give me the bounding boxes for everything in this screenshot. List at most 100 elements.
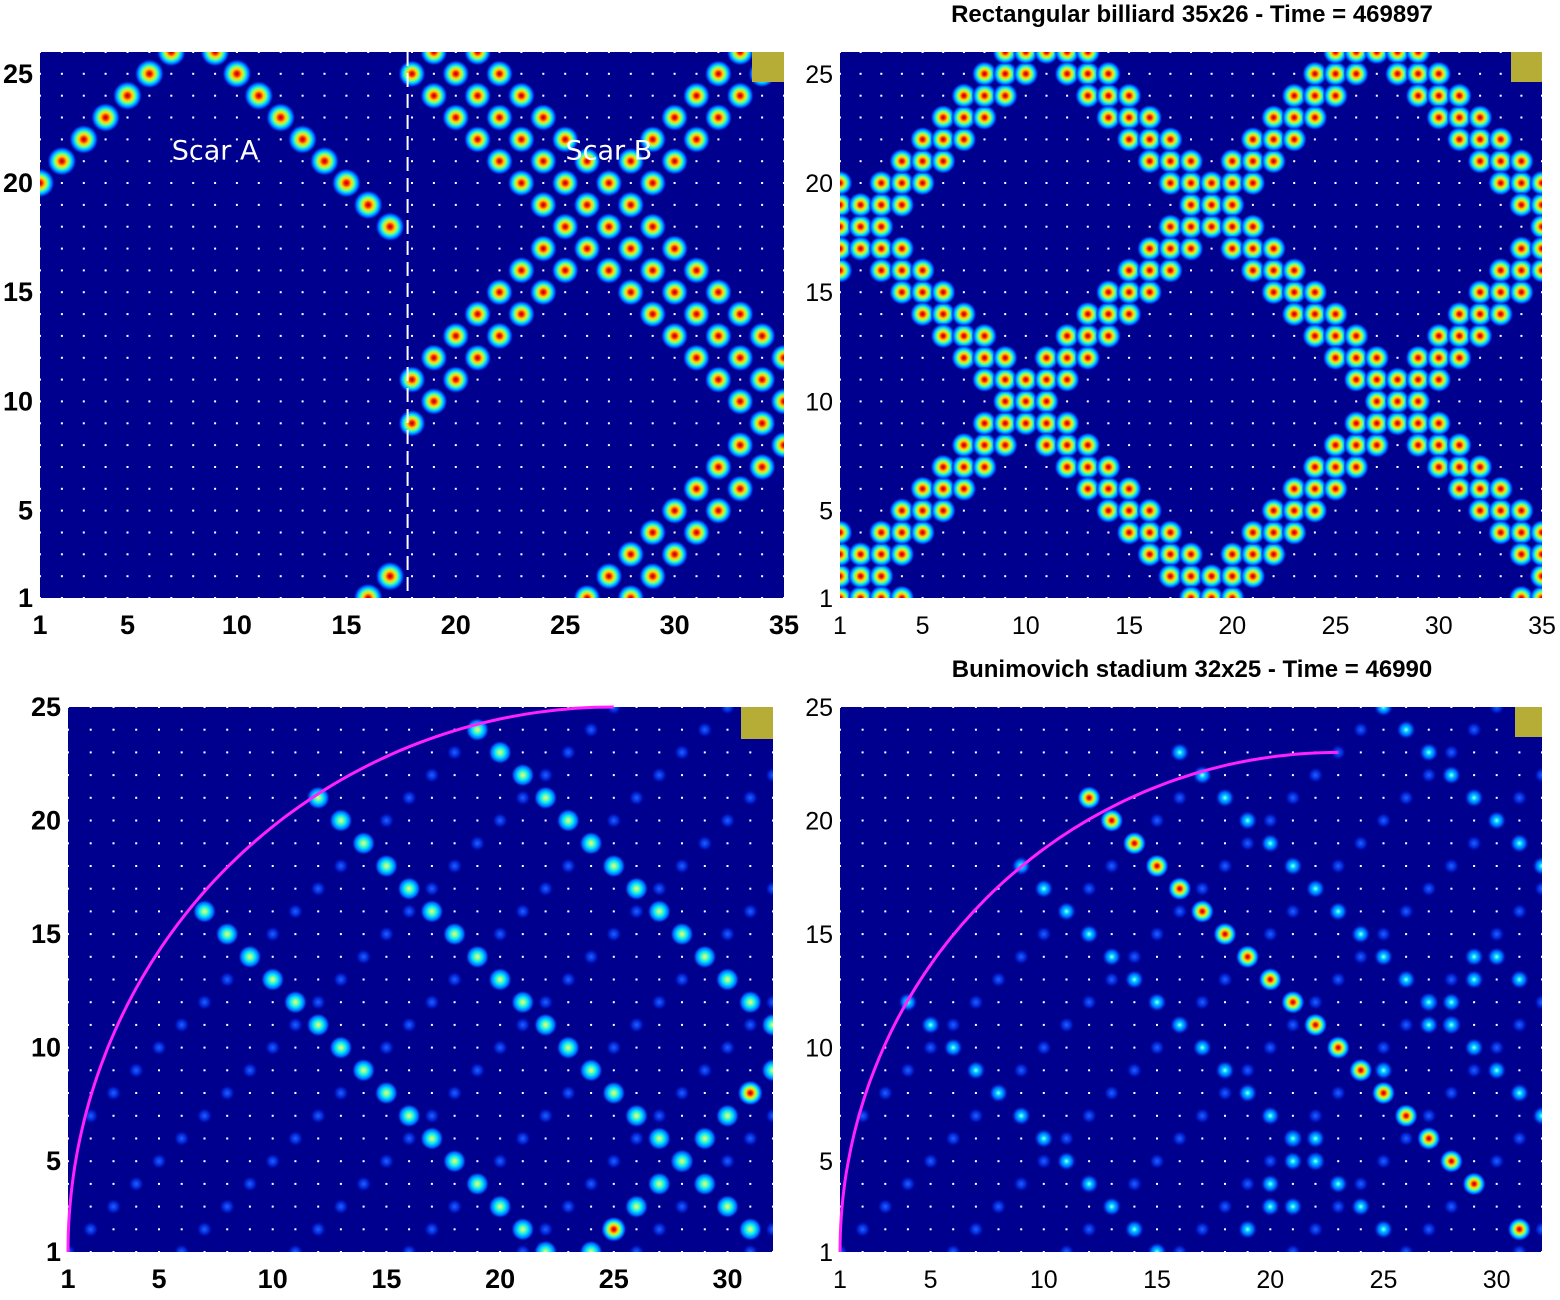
grid-dot — [345, 553, 348, 556]
grid-dot — [158, 707, 160, 708]
grid-dot — [104, 575, 107, 578]
grid-dot — [192, 160, 195, 163]
grid-dot — [900, 313, 903, 316]
grid-dot — [1066, 160, 1069, 163]
grid-dot — [60, 203, 63, 206]
grid-dot — [1133, 1023, 1136, 1026]
faint-spot — [674, 744, 690, 761]
grid-dot — [703, 887, 706, 890]
grid-dot — [1004, 597, 1007, 598]
grid-dot — [279, 597, 282, 598]
grid-dot — [499, 1023, 502, 1026]
trajectory-spot — [1157, 213, 1184, 240]
grid-dot — [170, 422, 173, 425]
grid-dot — [739, 72, 742, 75]
grid-dot — [521, 1069, 524, 1072]
grid-dot — [248, 978, 251, 981]
grid-dot — [60, 182, 63, 184]
grid-dot — [761, 400, 764, 403]
grid-dot — [454, 182, 457, 184]
trajectory-spot — [909, 519, 936, 546]
grid-dot — [1201, 707, 1204, 708]
grid-dot — [726, 865, 729, 867]
grid-dot — [1066, 203, 1069, 206]
grid-dot — [612, 1069, 615, 1072]
trajectory-spot — [971, 104, 998, 131]
grid-dot — [695, 72, 698, 75]
grid-dot — [1231, 509, 1234, 512]
grid-dot — [158, 887, 160, 890]
grid-dot — [135, 1160, 138, 1163]
trajectory-spot — [930, 322, 957, 349]
grid-dot — [1291, 842, 1294, 845]
grid-dot — [1224, 1160, 1226, 1163]
grid-dot — [726, 1228, 729, 1231]
grid-dot — [411, 269, 413, 272]
grid-dot — [345, 466, 348, 468]
grid-dot — [1359, 774, 1362, 777]
grid-dot — [89, 910, 92, 913]
faint-spot — [128, 1175, 145, 1192]
grid-dot — [339, 933, 342, 936]
faint-spot — [651, 1107, 668, 1124]
grid-dot — [1417, 509, 1420, 512]
grid-dot — [1148, 94, 1151, 97]
grid-dot — [942, 269, 945, 272]
grid-dot — [884, 933, 887, 936]
grid-dot — [1042, 1228, 1045, 1231]
faint-spot — [1035, 1153, 1052, 1170]
grid-dot — [323, 356, 326, 359]
grid-dot — [703, 933, 706, 936]
grid-dot — [1024, 356, 1027, 359]
grid-dot — [1382, 1114, 1385, 1117]
grid-dot — [1224, 910, 1226, 913]
trajectory-spot — [992, 344, 1019, 371]
grid-dot — [567, 1160, 570, 1163]
grid-dot — [861, 1001, 864, 1004]
grid-dot — [1128, 72, 1131, 75]
grid-dot — [235, 334, 238, 337]
grid-dot — [476, 865, 479, 867]
grid-dot — [89, 707, 92, 708]
grid-dot — [952, 1114, 955, 1117]
trajectory-spot — [1301, 279, 1328, 306]
grid-dot — [703, 707, 706, 708]
grid-dot — [214, 269, 217, 272]
faint-spot — [1239, 835, 1256, 852]
grid-dot — [1156, 910, 1158, 913]
grid-dot — [673, 94, 676, 97]
grid-dot — [1520, 422, 1523, 425]
grid-dot — [840, 400, 841, 403]
trajectory-spot — [488, 967, 513, 992]
grid-dot — [1246, 933, 1249, 936]
grid-dot — [703, 1023, 706, 1026]
grid-dot — [1024, 487, 1027, 490]
scar-b-spot — [682, 81, 711, 110]
grid-dot — [929, 1182, 932, 1185]
grid-dot — [1066, 531, 1069, 534]
grid-dot — [997, 774, 1000, 777]
grid-dot — [385, 1137, 388, 1140]
grid-dot — [301, 553, 304, 556]
grid-dot — [520, 203, 523, 206]
grid-dot — [542, 72, 545, 75]
grid-dot — [432, 225, 435, 228]
trajectory-spot — [1487, 301, 1514, 328]
grid-dot — [1156, 955, 1158, 958]
trajectory-spot — [847, 235, 874, 262]
grid-dot — [180, 865, 183, 867]
grid-dot — [521, 819, 524, 822]
trajectory-spot — [1095, 279, 1122, 306]
grid-dot — [203, 1092, 206, 1094]
grid-dot — [1128, 422, 1131, 425]
grid-dot — [783, 553, 784, 556]
trajectory-spot — [1260, 497, 1287, 524]
grid-dot — [521, 933, 524, 936]
grid-dot — [235, 225, 238, 228]
y-tick-label: 15 — [805, 921, 833, 949]
grid-dot — [432, 72, 435, 75]
grid-dot — [861, 887, 864, 890]
trajectory-spot — [1446, 454, 1473, 480]
grid-dot — [739, 225, 742, 228]
grid-dot — [1004, 160, 1007, 163]
